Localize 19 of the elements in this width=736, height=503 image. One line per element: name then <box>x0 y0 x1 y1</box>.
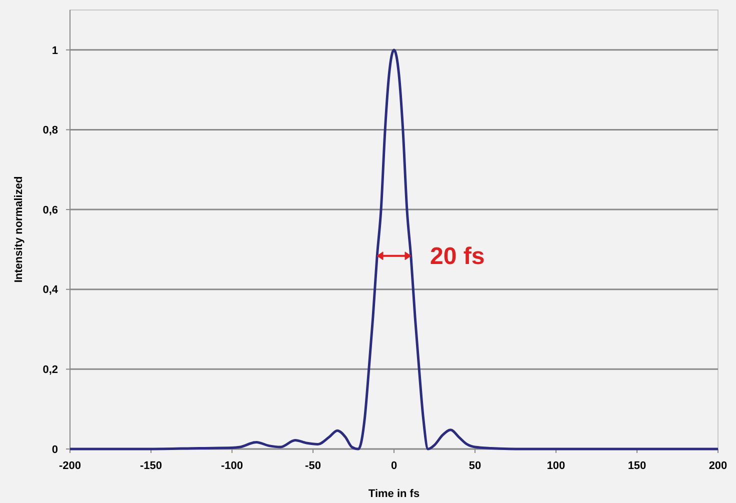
x-tick-label: -200 <box>58 460 82 472</box>
y-tick-label: 0,6 <box>42 204 58 216</box>
line-series <box>68 48 720 450</box>
y-tick-label: 0 <box>52 444 58 456</box>
y-tick-label: 0,2 <box>42 364 58 376</box>
x-tick-label: 0 <box>390 460 398 472</box>
x-tick-label: 50 <box>468 460 482 472</box>
annotation: 20 fs <box>430 243 485 270</box>
x-tick-label: -100 <box>220 460 244 472</box>
y-tick-label: 0,4 <box>42 284 59 296</box>
x-tick-label: 200 <box>708 460 728 472</box>
x-tick-label: -50 <box>305 460 321 472</box>
y-tick-label: 0,8 <box>42 124 58 137</box>
x-tick-label: 100 <box>546 460 566 472</box>
x-axis-title: Time in fs <box>368 488 420 500</box>
x-tick-label: -150 <box>140 460 162 472</box>
x-tick-label: 150 <box>628 460 646 472</box>
y-tick-label: 1 <box>52 44 58 57</box>
y-axis-title: Intensity normalized <box>13 176 25 283</box>
